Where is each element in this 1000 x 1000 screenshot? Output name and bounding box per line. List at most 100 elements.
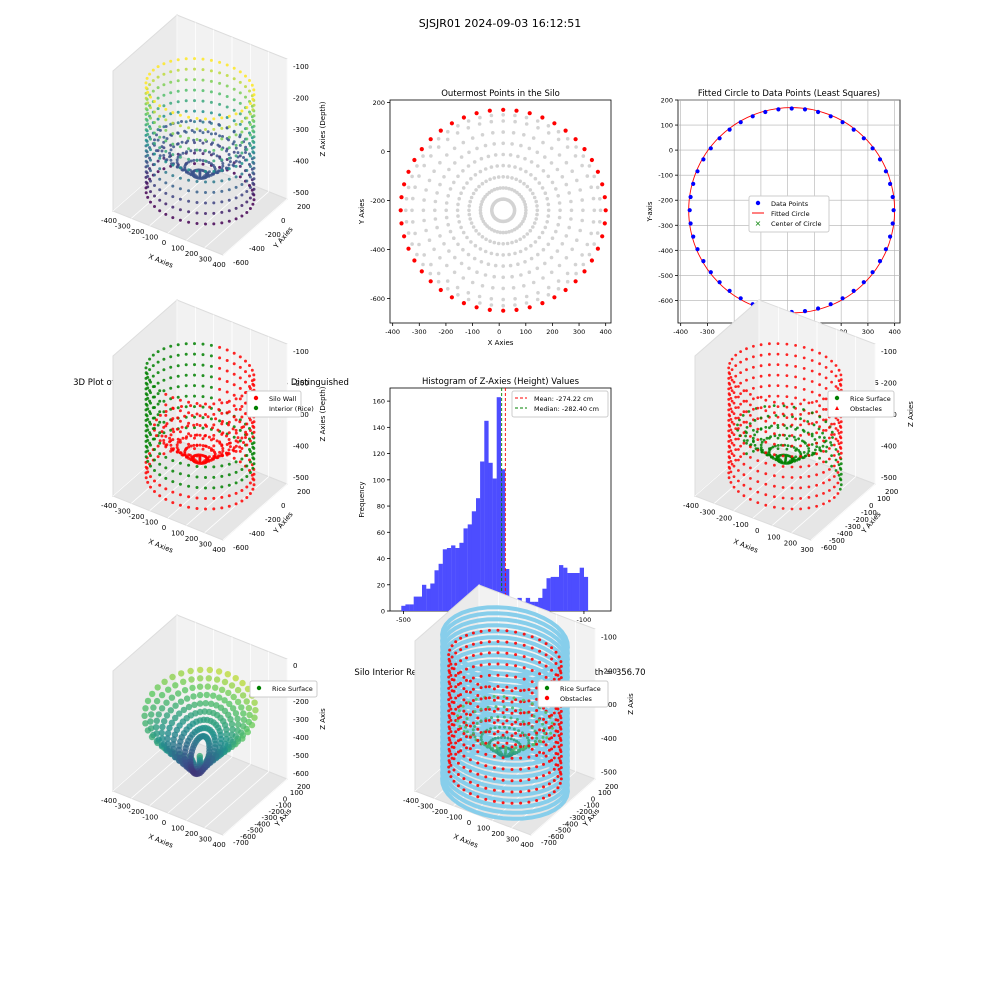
data-point [509, 716, 513, 720]
data-point [781, 486, 785, 489]
data-point [781, 507, 785, 510]
interior-point [543, 155, 547, 159]
data-point [193, 120, 196, 124]
data-point [542, 762, 545, 766]
data-point [158, 104, 162, 108]
data-point [156, 371, 160, 375]
interior-point [478, 247, 483, 251]
data-point [204, 434, 207, 437]
data-point [810, 348, 814, 352]
legend-entry: Obstacles [560, 695, 593, 703]
data-point [756, 427, 760, 431]
data-point [834, 437, 838, 441]
data-point [447, 698, 451, 702]
data-point [520, 731, 524, 735]
data-point [187, 432, 191, 436]
x-tick-label: 200 [546, 328, 558, 336]
data-point [240, 204, 244, 207]
data-point [204, 455, 207, 458]
data-point [252, 103, 256, 107]
data-point [242, 441, 245, 444]
data-point [790, 465, 794, 469]
data-point [773, 421, 776, 425]
data-point [465, 667, 468, 671]
data-point [465, 735, 468, 739]
data-point [473, 735, 477, 739]
data-point [742, 389, 746, 393]
data-point [252, 483, 256, 487]
data-point [178, 218, 182, 222]
interior-point [578, 188, 582, 192]
data-point [149, 391, 152, 395]
data-point [153, 152, 156, 156]
data-point [837, 442, 841, 446]
x-tick-label: 400 [212, 261, 225, 269]
data-point [510, 734, 514, 738]
interior-point [546, 293, 551, 297]
outermost-point [428, 137, 433, 142]
interior-point [465, 181, 469, 185]
data-point [828, 447, 831, 450]
interior-point [413, 185, 417, 189]
data-point [519, 689, 523, 693]
data-point [799, 402, 802, 406]
surface-patch [240, 716, 248, 723]
data-point [759, 353, 763, 357]
data-point [153, 479, 156, 483]
data-point [746, 439, 749, 442]
data-point [888, 234, 893, 239]
data-point [487, 651, 491, 655]
outermost-point [487, 307, 492, 312]
interior-point [546, 242, 551, 247]
data-point [459, 681, 463, 685]
data-point [556, 707, 560, 711]
interior-point [428, 145, 433, 149]
x-tick-label: -200 [129, 228, 145, 236]
data-point [156, 170, 160, 174]
data-point [828, 499, 831, 503]
x-tick-label: -400 [385, 328, 400, 336]
data-point [238, 70, 242, 74]
data-point [198, 119, 202, 123]
data-point [227, 423, 230, 427]
surface-patch [206, 666, 213, 674]
data-point [510, 711, 514, 715]
surface-patch [226, 700, 233, 708]
data-point [465, 730, 469, 734]
data-point [144, 170, 148, 174]
surface-patch [251, 699, 258, 706]
surface-patch [163, 699, 170, 706]
grid-line [186, 469, 251, 526]
data-point [541, 722, 545, 726]
data-point [542, 774, 545, 778]
data-point [240, 489, 244, 492]
data-point [474, 697, 478, 701]
interior-point [495, 252, 500, 257]
data-point [234, 444, 238, 448]
interior-point [531, 136, 536, 140]
data-point [736, 423, 739, 427]
data-point [171, 142, 175, 146]
data-point [737, 406, 740, 409]
data-point [484, 752, 488, 756]
data-point [227, 114, 231, 118]
outermost-point [563, 287, 568, 293]
grid-line [222, 778, 288, 836]
data-point [877, 157, 883, 162]
data-point [238, 175, 242, 179]
data-point [187, 126, 191, 130]
x-tick-label: -300 [700, 508, 716, 516]
chart-3d-raw-data: 3D Plot of Silo Interior(row data)-400-3… [101, 13, 327, 270]
data-point [456, 728, 460, 731]
data-point [496, 651, 500, 655]
data-point [234, 481, 238, 485]
histogram-bar [476, 498, 481, 611]
interior-point [452, 270, 457, 275]
data-point [146, 386, 150, 390]
data-point [839, 378, 843, 382]
data-point [539, 740, 543, 744]
data-point [238, 407, 242, 411]
data-point [465, 633, 468, 637]
data-point [158, 167, 162, 171]
data-point [514, 630, 518, 634]
